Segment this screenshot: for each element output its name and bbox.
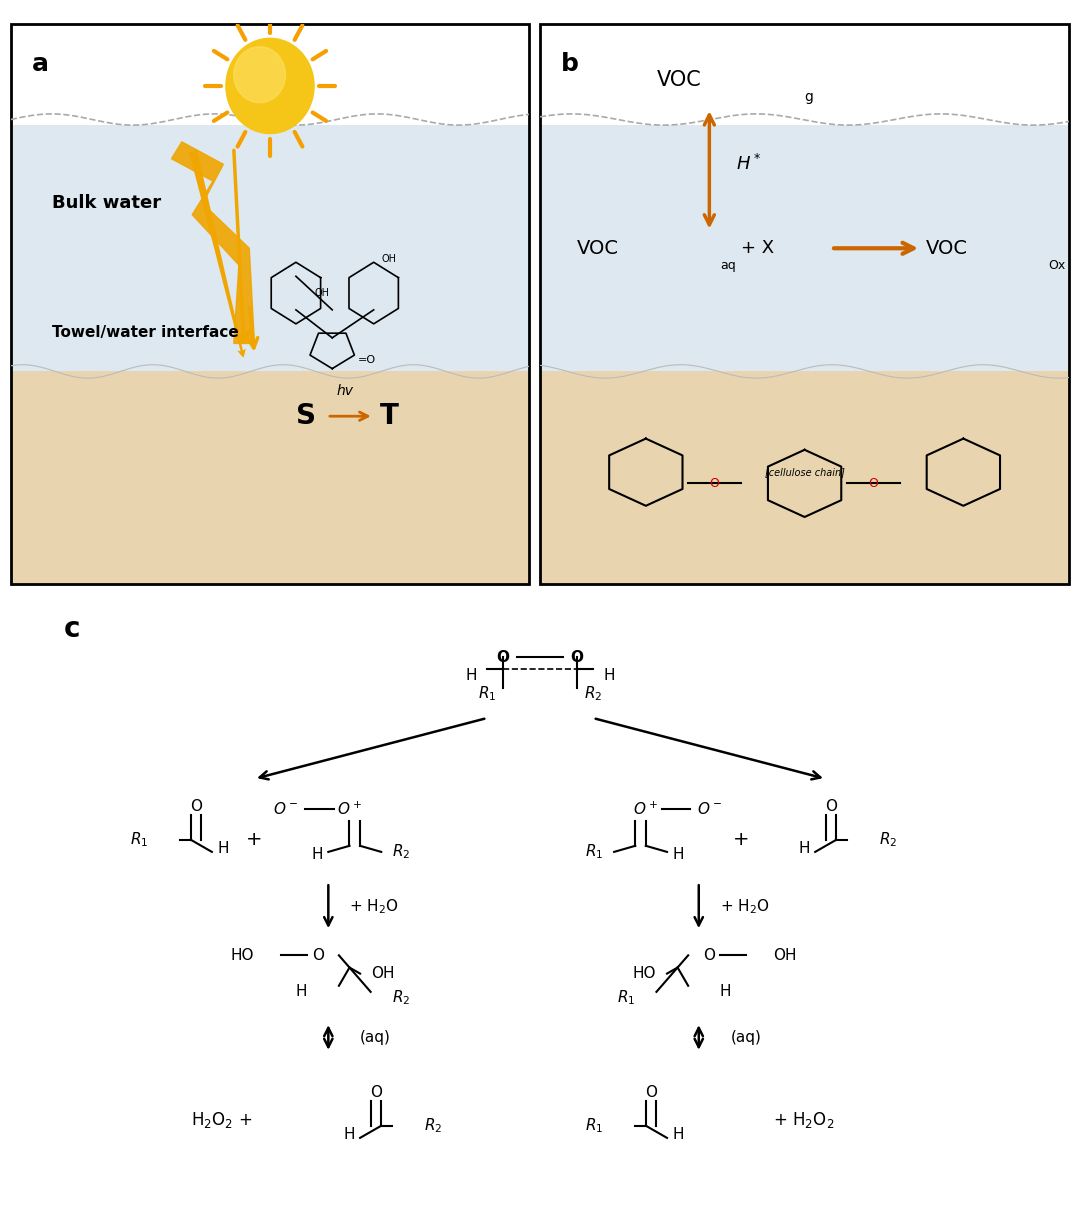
Text: $R_{2}$: $R_{2}$	[423, 1116, 442, 1135]
Text: $H^*$: $H^*$	[735, 155, 761, 174]
Polygon shape	[172, 142, 255, 343]
Text: O: O	[710, 477, 719, 490]
Text: =O: =O	[359, 355, 376, 365]
Text: $R_{2}$: $R_{2}$	[392, 842, 410, 862]
Text: Towel/water interface: Towel/water interface	[52, 325, 239, 340]
Text: HO: HO	[231, 948, 254, 963]
Text: +: +	[733, 830, 750, 849]
Text: + H$_2$O$_2$: + H$_2$O$_2$	[773, 1110, 834, 1129]
Text: $R_2$: $R_2$	[584, 684, 602, 703]
Text: + H$_2$O: + H$_2$O	[720, 897, 770, 916]
Text: $R_{2}$: $R_{2}$	[879, 830, 897, 849]
Text: HO: HO	[633, 966, 657, 981]
Text: H: H	[296, 985, 307, 999]
FancyBboxPatch shape	[11, 371, 529, 584]
Text: [cellulose chain]: [cellulose chain]	[765, 467, 845, 477]
Text: H$_2$O$_2$ +: H$_2$O$_2$ +	[191, 1110, 252, 1129]
Text: (aq): (aq)	[360, 1030, 391, 1045]
Text: H: H	[343, 1127, 354, 1143]
Text: S: S	[296, 402, 316, 431]
Text: H: H	[672, 847, 684, 863]
FancyBboxPatch shape	[540, 125, 1069, 388]
Text: H: H	[465, 668, 477, 683]
Text: OH: OH	[381, 254, 396, 264]
Text: H: H	[311, 847, 323, 863]
Text: O: O	[190, 798, 202, 814]
Text: O: O	[868, 477, 878, 490]
Text: g: g	[805, 90, 813, 105]
Text: aq: aq	[720, 258, 735, 271]
Text: $R_{1}$: $R_{1}$	[130, 830, 148, 849]
Text: $R_{1}$: $R_{1}$	[617, 988, 635, 1008]
Text: $R_{1}$: $R_{1}$	[585, 842, 604, 862]
Text: b: b	[562, 52, 579, 77]
FancyBboxPatch shape	[540, 371, 1069, 584]
Text: O: O	[312, 948, 324, 963]
Text: H: H	[798, 841, 810, 857]
Text: (aq): (aq)	[730, 1030, 761, 1045]
Text: Bulk water: Bulk water	[52, 195, 161, 213]
Text: VOC: VOC	[927, 239, 969, 258]
Text: H: H	[603, 668, 615, 683]
Text: VOC: VOC	[657, 71, 701, 90]
Text: +: +	[246, 830, 262, 849]
Text: Ox: Ox	[1048, 258, 1065, 271]
Text: $R_{1}$: $R_{1}$	[585, 1116, 604, 1135]
Text: H: H	[672, 1127, 684, 1143]
Text: O: O	[703, 948, 715, 963]
Text: O: O	[570, 650, 583, 664]
Text: $O^+$: $O^+$	[337, 801, 362, 818]
Text: a: a	[31, 52, 49, 77]
Text: + X: + X	[741, 240, 774, 257]
Text: $O^-$: $O^-$	[697, 801, 721, 818]
Text: hv: hv	[337, 385, 353, 398]
Text: O: O	[497, 650, 510, 664]
Text: $R_1$: $R_1$	[478, 684, 496, 703]
Text: OH: OH	[370, 966, 394, 981]
Text: H: H	[720, 985, 731, 999]
Text: VOC: VOC	[577, 239, 619, 258]
FancyBboxPatch shape	[11, 125, 529, 388]
Text: OH: OH	[314, 288, 329, 298]
Text: O: O	[825, 798, 837, 814]
Text: H: H	[217, 841, 229, 857]
Text: + H$_2$O: + H$_2$O	[350, 897, 400, 916]
Text: T: T	[380, 402, 399, 431]
Circle shape	[233, 46, 285, 102]
Text: c: c	[64, 615, 80, 643]
Text: $R_{2}$: $R_{2}$	[392, 988, 410, 1008]
Text: O: O	[370, 1084, 382, 1100]
Circle shape	[226, 38, 314, 134]
Text: OH: OH	[773, 948, 796, 963]
Text: $O^+$: $O^+$	[633, 801, 659, 818]
Text: O: O	[645, 1084, 657, 1100]
Text: $O^-$: $O^-$	[273, 801, 298, 818]
